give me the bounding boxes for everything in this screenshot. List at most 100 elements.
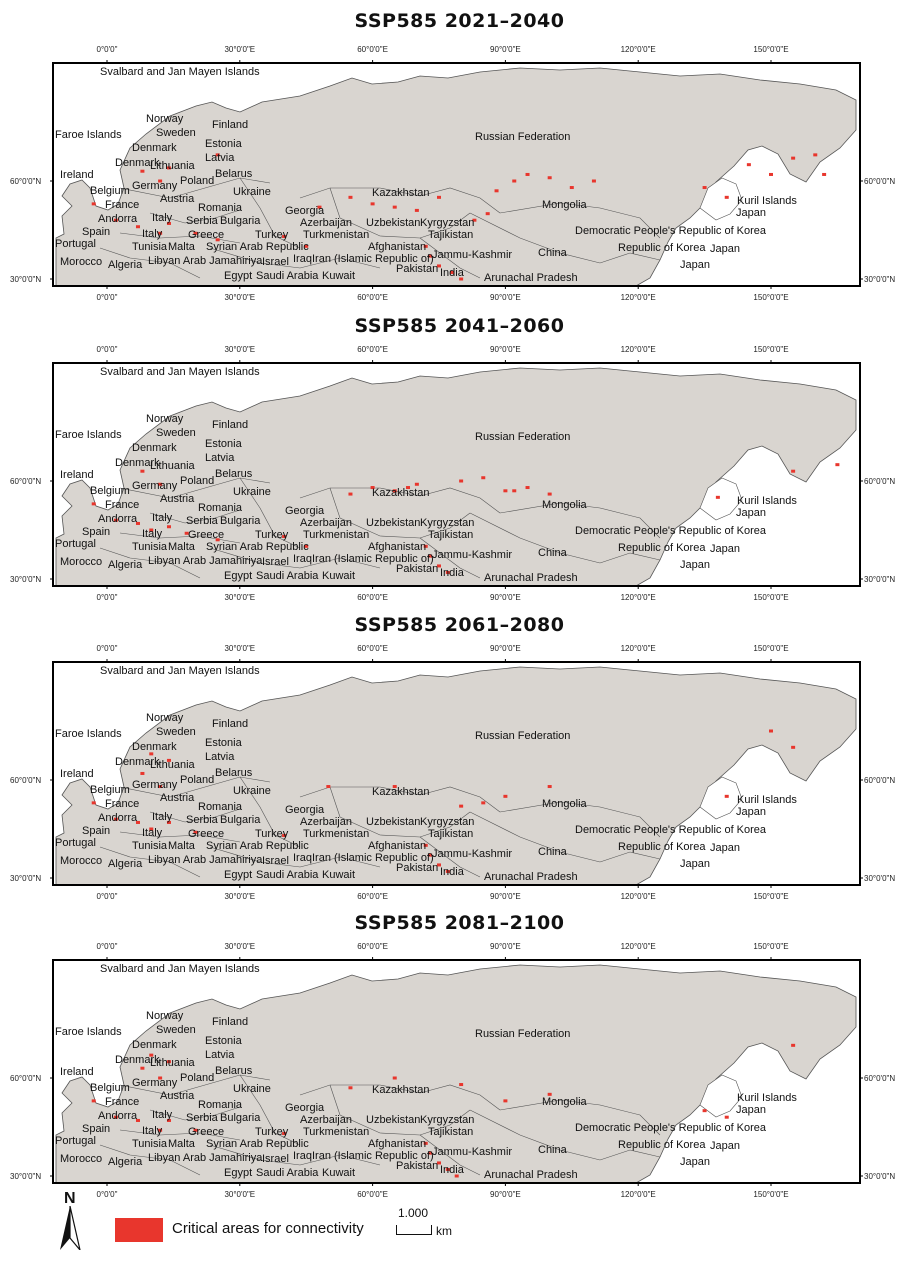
place-label: India	[440, 866, 465, 878]
critical-area-mark	[437, 1161, 441, 1165]
country-border	[469, 811, 601, 863]
critical-area-mark	[769, 729, 773, 733]
country-border	[119, 532, 241, 544]
country-border	[149, 1106, 241, 1121]
place-label: France	[105, 798, 139, 810]
lon-tick-label-top: 0°0'0"	[97, 644, 118, 653]
place-label: Japan	[736, 207, 766, 219]
place-label: India	[440, 567, 465, 579]
critical-area-mark	[166, 1060, 171, 1064]
critical-area-mark	[445, 869, 450, 873]
country-border	[599, 252, 661, 264]
country-border	[99, 1144, 201, 1176]
lat-tick-label-left: 30°0'0"N	[10, 275, 41, 284]
critical-area-mark	[158, 179, 163, 183]
critical-area-mark	[140, 771, 145, 775]
place-label: Japan	[680, 259, 710, 271]
lon-tick-label-top: 90°0'0"E	[490, 644, 521, 653]
lon-tick-label-top: 150°0'0"E	[753, 942, 788, 951]
lon-tick-label-top: 0°0'0"	[97, 45, 118, 54]
critical-area-mark	[158, 785, 163, 789]
place-label: Japan	[710, 243, 740, 255]
lat-tick-label-left: 30°0'0"N	[10, 1172, 41, 1181]
place-label: Russian Federation	[475, 1028, 570, 1040]
place-label: Finland	[212, 119, 248, 131]
place-label: Israel	[262, 256, 289, 268]
critical-area-mark	[414, 482, 419, 486]
place-label: China	[538, 547, 568, 559]
critical-area-mark	[193, 830, 198, 834]
place-label: Serbia	[186, 215, 219, 227]
scale-bar-value: 1.000	[398, 1206, 429, 1220]
critical-area-mark	[437, 195, 441, 199]
place-label: Uzbekistan	[366, 816, 420, 828]
lon-tick-label-top: 60°0'0"E	[357, 644, 388, 653]
place-label: Iraq	[293, 553, 312, 565]
critical-area-mark	[392, 489, 397, 493]
lon-tick-label-bottom: 30°0'0"E	[224, 892, 255, 901]
place-label: Ukraine	[233, 186, 271, 198]
place-label: Latvia	[205, 1049, 235, 1061]
place-label: Republic of Korea	[618, 1139, 706, 1151]
critical-area-mark	[348, 1086, 353, 1090]
place-label: Georgia	[285, 505, 325, 517]
critical-area-mark	[459, 277, 464, 281]
lon-tick-label-bottom: 90°0'0"E	[490, 293, 521, 302]
lon-tick-label-top: 60°0'0"E	[357, 942, 388, 951]
place-label: Saudi Arabia	[256, 1167, 319, 1179]
panel-title-3: SSP585 2061–2080	[354, 614, 565, 636]
country-border	[499, 1099, 661, 1136]
critical-area-mark	[525, 486, 530, 490]
place-label: Finland	[212, 1016, 248, 1028]
lat-tick-label-right: 60°0'0"N	[864, 177, 895, 186]
place-label: Spain	[82, 226, 110, 238]
place-label: Poland	[180, 774, 214, 786]
place-label: Iraq	[293, 852, 312, 864]
place-label: Egypt	[224, 570, 252, 582]
critical-area-mark	[454, 1174, 459, 1178]
place-label: Democratic People's Republic of Korea	[575, 225, 767, 237]
critical-area-mark	[282, 834, 287, 838]
lon-tick-label-bottom: 0°0'0"	[97, 293, 118, 302]
critical-area-mark	[724, 794, 729, 798]
critical-area-mark	[392, 205, 397, 209]
lat-tick-label-right: 60°0'0"N	[864, 1074, 895, 1083]
place-label: Serbia	[186, 515, 219, 527]
place-label: Pakistan	[396, 1160, 438, 1172]
critical-area-mark	[437, 564, 441, 568]
critical-area-mark	[428, 853, 433, 857]
sea-of-okhotsk	[699, 177, 743, 221]
lat-tick-label-right: 30°0'0"N	[864, 275, 895, 284]
place-label: Egypt	[224, 1167, 252, 1179]
place-label: Israel	[262, 1153, 289, 1165]
place-label: Tunisia	[132, 241, 168, 253]
critical-area-mark	[392, 1076, 397, 1080]
critical-area-mark	[135, 225, 140, 229]
place-label: Syrian Arab Republic	[206, 1138, 309, 1150]
place-label: Japan	[680, 1156, 710, 1168]
place-label: Morocco	[60, 556, 102, 568]
map-panel-2081-2100: 0°0'0" 0°0'0" 30°0'0"E 30°0'0"E 60°0'0"E 60°0…	[10, 942, 895, 1199]
place-label: Andorra	[98, 1110, 138, 1122]
critical-area-mark	[166, 166, 171, 170]
critical-area-mark	[406, 486, 411, 490]
critical-area-mark	[113, 817, 118, 821]
country-border	[329, 487, 471, 539]
critical-area-mark	[149, 752, 154, 756]
place-label: Faroe Islands	[55, 429, 122, 441]
place-label: Svalbard and Jan Mayen Islands	[100, 665, 260, 677]
place-label: Tajikistan	[428, 828, 473, 840]
place-label: Japan	[680, 858, 710, 870]
panel-title-1: SSP585 2021–2040	[354, 10, 565, 32]
country-border	[99, 247, 201, 279]
critical-area-mark	[437, 863, 441, 867]
place-label: Georgia	[285, 205, 325, 217]
map-panel-2061-2080: 0°0'0" 0°0'0" 30°0'0"E 30°0'0"E 60°0'0"E 60°0…	[10, 644, 895, 901]
place-label: Belarus	[215, 168, 253, 180]
place-label: Svalbard and Jan Mayen Islands	[100, 366, 260, 378]
place-label: Austria	[160, 493, 195, 505]
map-frame	[52, 362, 861, 587]
place-label: Spain	[82, 526, 110, 538]
lon-tick-label-bottom: 150°0'0"E	[753, 593, 788, 602]
place-label: Republic of Korea	[618, 242, 706, 254]
